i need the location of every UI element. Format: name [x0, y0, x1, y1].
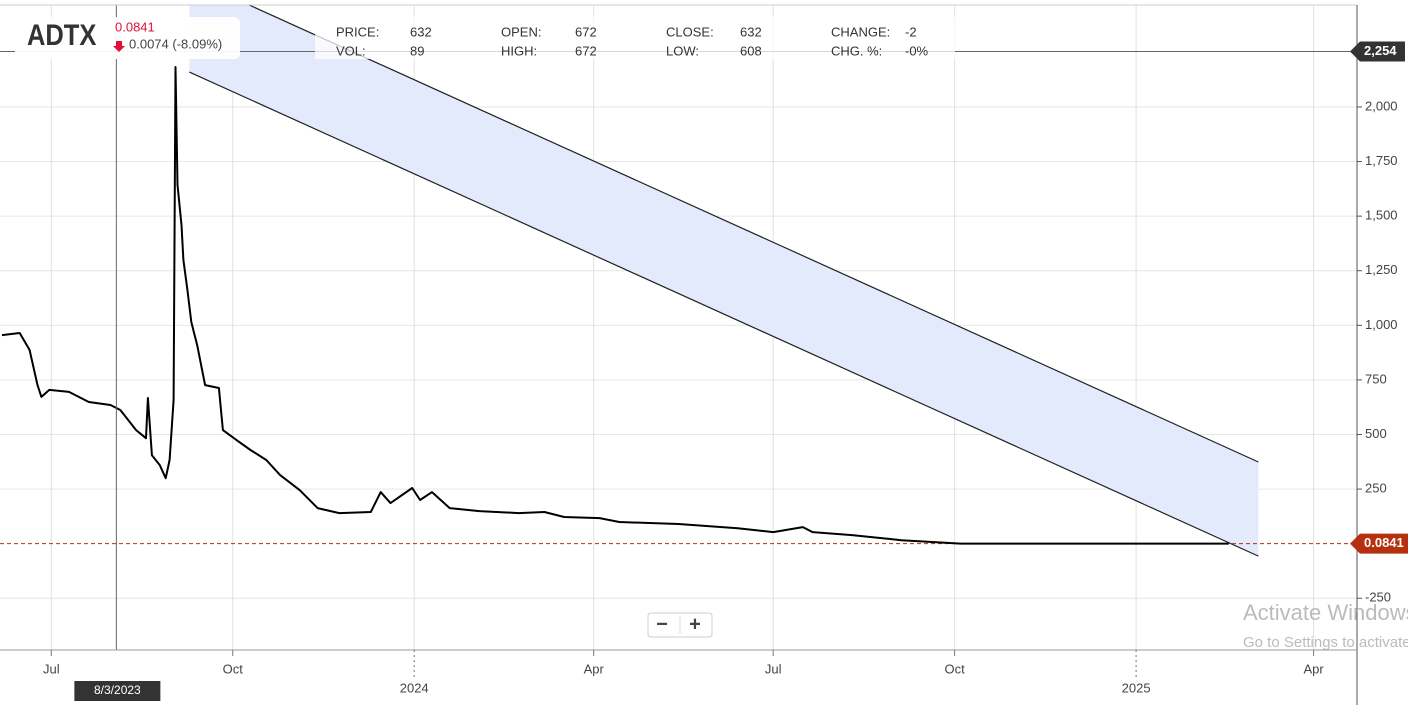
stat-label: OPEN:: [501, 24, 541, 39]
stat-label: PRICE:: [336, 24, 379, 39]
watermark-subtitle: Go to Settings to activate Windows.: [1243, 634, 1408, 651]
y-tick-label: 1,000: [1365, 317, 1398, 332]
y-tick-label: -250: [1365, 590, 1391, 605]
crosshair-y-box: [1350, 41, 1405, 62]
y-tick-label: 500: [1365, 426, 1387, 441]
y-tick-label: 250: [1365, 481, 1387, 496]
x-tick-label: Oct: [223, 661, 244, 676]
ticker: ADTX: [27, 18, 97, 51]
crosshair-y-label: 2,254: [1364, 43, 1397, 58]
last-price-label: 0.0841: [1364, 535, 1404, 550]
watermark-title: Activate Windows: [1243, 600, 1408, 625]
y-tick-label: 2,000: [1365, 98, 1398, 113]
stats-box: [315, 17, 955, 59]
last-price: 0.0841: [115, 19, 155, 34]
stat-label: VOL:: [336, 43, 366, 58]
down-arrow: [113, 41, 125, 52]
crosshair-x-box: [74, 681, 161, 701]
y-tick-label: 1,750: [1365, 153, 1398, 168]
y-tick-label: 1,500: [1365, 208, 1398, 223]
stat-label: LOW:: [666, 43, 699, 58]
stat-value: 672: [575, 43, 597, 58]
stat-label: CHG. %:: [831, 43, 882, 58]
last-price-box: [1350, 533, 1408, 554]
stat-label: CHANGE:: [831, 24, 890, 39]
ticker-box: [15, 17, 240, 59]
y-tick-label: 750: [1365, 371, 1387, 386]
x-tick-label: 2024: [400, 680, 429, 695]
zoom-controls: − +: [647, 612, 713, 638]
price-line: [1, 66, 1229, 545]
stat-value: 632: [410, 24, 432, 39]
stat-label: CLOSE:: [666, 24, 714, 39]
stat-value: 672: [575, 24, 597, 39]
channel-lower: [189, 71, 1259, 557]
y-tick-label: 1,250: [1365, 262, 1398, 277]
channel-fill: [189, 5, 1259, 557]
x-tick-label: Apr: [584, 661, 605, 676]
price-change: 0.0074 (-8.09%): [129, 36, 222, 51]
stat-value: 632: [740, 24, 762, 39]
stat-value: 608: [740, 43, 762, 58]
crosshair-x-label: 8/3/2023: [94, 683, 141, 697]
stat-value: -0%: [905, 43, 929, 58]
stat-label: HIGH:: [501, 43, 537, 58]
stat-value: 89: [410, 43, 424, 58]
stat-value: -2: [905, 24, 917, 39]
x-tick-label: Jul: [43, 661, 60, 676]
x-tick-label: Oct: [945, 661, 966, 676]
zoom-in-button[interactable]: +: [689, 613, 701, 635]
x-tick-label: 2025: [1122, 680, 1151, 695]
zoom-out-button[interactable]: −: [656, 613, 668, 635]
x-tick-label: Jul: [765, 661, 782, 676]
x-tick-label: Apr: [1303, 661, 1324, 676]
